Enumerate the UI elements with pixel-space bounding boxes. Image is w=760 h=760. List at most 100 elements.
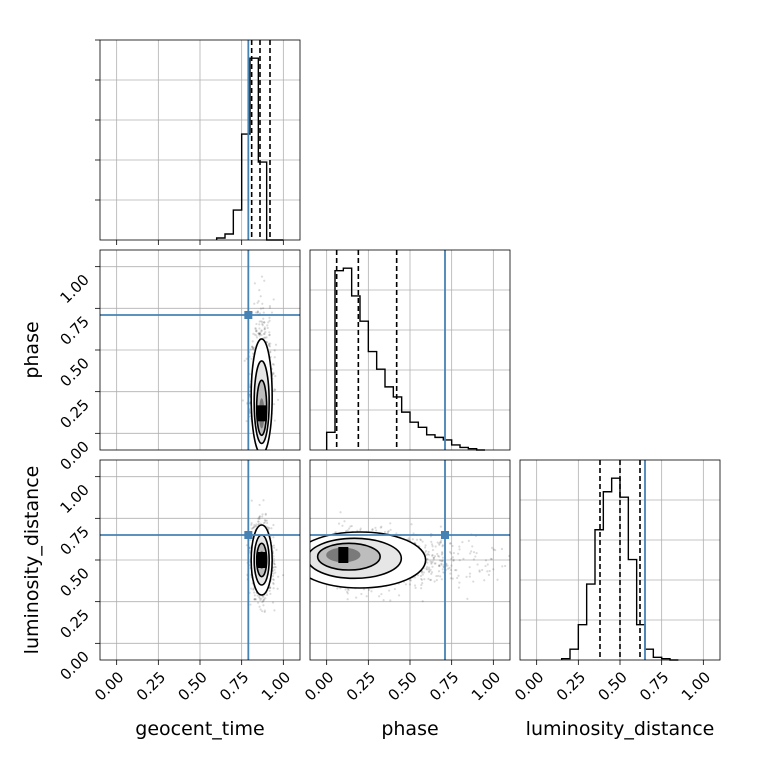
sample-point: [422, 571, 425, 574]
sample-point: [261, 302, 264, 305]
sample-point: [261, 513, 264, 516]
sample-point: [263, 598, 266, 601]
sample-point: [448, 550, 452, 554]
sample-point: [436, 554, 440, 558]
panel-phase-phase: [309, 249, 511, 451]
sample-point: [472, 558, 476, 561]
x-tick-label: 0.50: [594, 668, 630, 704]
sample-point: [254, 327, 257, 331]
sample-point: [429, 560, 432, 563]
sample-point: [272, 298, 275, 301]
sample-point: [258, 323, 261, 326]
sample-point: [254, 525, 257, 528]
sample-point: [262, 499, 265, 502]
sample-point: [265, 519, 268, 522]
sample-point: [248, 547, 251, 550]
sample-point: [265, 336, 268, 339]
sample-point: [241, 399, 244, 402]
sample-point: [257, 332, 260, 335]
sample-point: [253, 302, 256, 305]
sample-point: [254, 327, 257, 330]
sample-point: [250, 499, 253, 502]
sample-point: [273, 388, 276, 391]
sample-point: [438, 564, 441, 568]
y-tick-label: 0.25: [56, 396, 92, 432]
sample-point: [268, 319, 271, 322]
x-tick-label: 0.75: [636, 668, 672, 704]
sample-point: [450, 564, 453, 567]
sample-point: [514, 554, 516, 556]
sample-point: [374, 526, 377, 529]
sample-point: [440, 562, 443, 565]
sample-point: [272, 560, 276, 563]
sample-point: [253, 282, 256, 285]
sample-point: [250, 527, 253, 530]
sample-point: [273, 419, 276, 422]
sample-point: [263, 332, 266, 335]
sample-point: [476, 563, 479, 566]
sample-point: [252, 525, 256, 529]
sample-point: [258, 312, 262, 315]
sample-point: [501, 565, 504, 568]
sample-point: [395, 532, 398, 535]
x-axis-label-geocent_time: geocent_time: [135, 718, 264, 740]
sample-point: [272, 572, 275, 575]
sample-point: [268, 304, 272, 308]
sample-point: [441, 552, 444, 555]
sample-point: [438, 563, 441, 567]
sample-point: [259, 331, 262, 334]
sample-point: [264, 330, 267, 334]
sample-point: [258, 503, 261, 507]
sample-point: [263, 519, 266, 522]
panel-geocent_time-geocent_time: [95, 39, 301, 241]
sample-point: [271, 574, 275, 578]
sample-point: [265, 341, 269, 344]
histogram-phase: [325, 267, 485, 451]
sample-point: [253, 598, 257, 601]
sample-point: [252, 587, 255, 590]
sample-point: [256, 311, 259, 314]
sample-point: [486, 570, 489, 573]
sample-point: [258, 320, 261, 323]
sample-point: [388, 589, 391, 592]
sample-point: [273, 563, 276, 566]
sample-point: [259, 307, 263, 310]
x-tick-label: 1.00: [258, 668, 294, 704]
sample-point: [272, 587, 275, 590]
sample-point: [271, 601, 275, 604]
sample-point: [249, 348, 252, 351]
sample-point: [249, 538, 252, 542]
truth-marker: [244, 531, 253, 539]
sample-point: [272, 363, 276, 366]
sample-point: [263, 327, 266, 330]
sample-point: [458, 559, 461, 562]
sample-point: [424, 544, 427, 547]
sample-point: [252, 588, 255, 591]
sample-point: [262, 598, 265, 602]
x-tick-label: 0.50: [384, 668, 420, 704]
sample-point: [425, 567, 428, 570]
sample-point: [274, 343, 278, 346]
y-tick-label: 1.00: [56, 271, 92, 307]
sample-point: [253, 333, 256, 336]
sample-point: [273, 562, 276, 566]
sample-point: [258, 605, 261, 608]
sample-point: [349, 525, 352, 528]
sample-point: [249, 603, 252, 606]
sample-point: [419, 538, 422, 542]
sample-point: [268, 333, 271, 337]
sample-point: [414, 586, 417, 589]
sample-point: [429, 568, 432, 571]
sample-point: [432, 558, 435, 561]
sample-point: [250, 522, 253, 525]
sample-point: [260, 597, 263, 600]
sample-point: [371, 528, 374, 531]
sample-point: [264, 512, 267, 515]
sample-point: [260, 275, 264, 278]
sample-point: [272, 578, 275, 581]
sample-point: [258, 596, 261, 599]
sample-point: [272, 371, 275, 374]
sample-point: [484, 564, 487, 568]
sample-point: [254, 311, 258, 314]
sample-point: [423, 546, 427, 549]
